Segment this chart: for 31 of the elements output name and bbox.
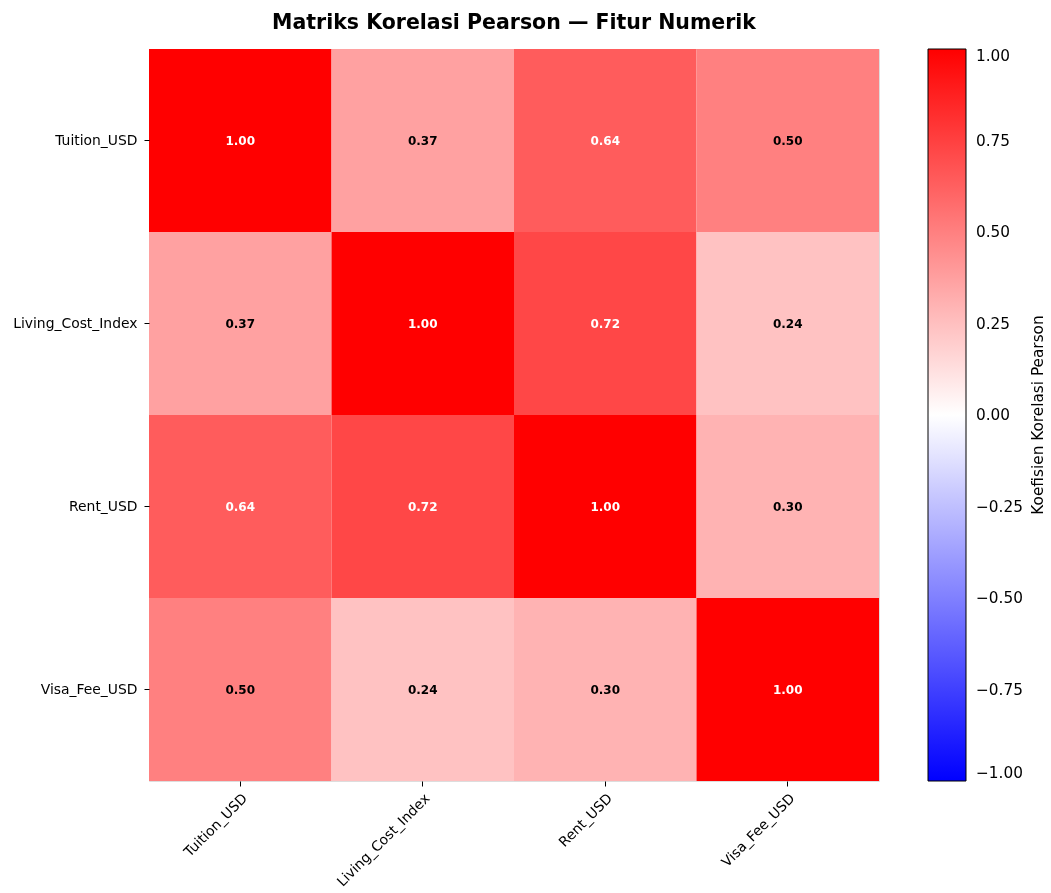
data-label: 1.00 <box>407 316 438 331</box>
color-bar-label: −0.50 <box>976 589 1023 607</box>
color-bar-label: 0.75 <box>976 131 1011 150</box>
data-label: 0.24 <box>407 682 438 697</box>
color-bar-label: −0.75 <box>976 680 1023 699</box>
y-tick-label: Rent_USD <box>69 497 138 514</box>
data-label: 0.72 <box>407 499 438 514</box>
data-label: 1.00 <box>590 499 621 514</box>
y-tick-label: Living_Cost_Index <box>13 314 138 331</box>
color-bar-label: −1.00 <box>976 764 1023 782</box>
color-bar-label: 0.50 <box>976 223 1011 241</box>
data-label: 0.30 <box>590 682 621 697</box>
color-bar-label: 1.00 <box>976 47 1011 65</box>
data-label: 1.00 <box>225 133 256 148</box>
data-label: 0.37 <box>225 316 256 331</box>
data-label: 0.30 <box>772 499 803 514</box>
data-label: 1.00 <box>772 682 803 697</box>
color-bar-label: −0.25 <box>976 497 1023 516</box>
data-label: 0.37 <box>407 133 438 148</box>
chart-title: Matriks Korelasi Pearson — Fitur Numerik <box>272 9 758 34</box>
y-tick-label: Tuition_USD <box>54 131 138 148</box>
data-label: 0.72 <box>590 316 621 331</box>
data-label: 0.24 <box>772 316 803 331</box>
color-bar-title: Koefisien Korelasi Pearson <box>1029 315 1047 515</box>
data-label: 0.64 <box>225 499 256 514</box>
color-bar-label: 0.00 <box>976 406 1011 424</box>
color-bar-label: 0.25 <box>976 314 1011 333</box>
data-label: 0.64 <box>590 133 621 148</box>
data-label: 0.50 <box>772 133 803 148</box>
data-label: 0.50 <box>225 682 256 697</box>
y-tick-label: Visa_Fee_USD <box>40 680 138 697</box>
